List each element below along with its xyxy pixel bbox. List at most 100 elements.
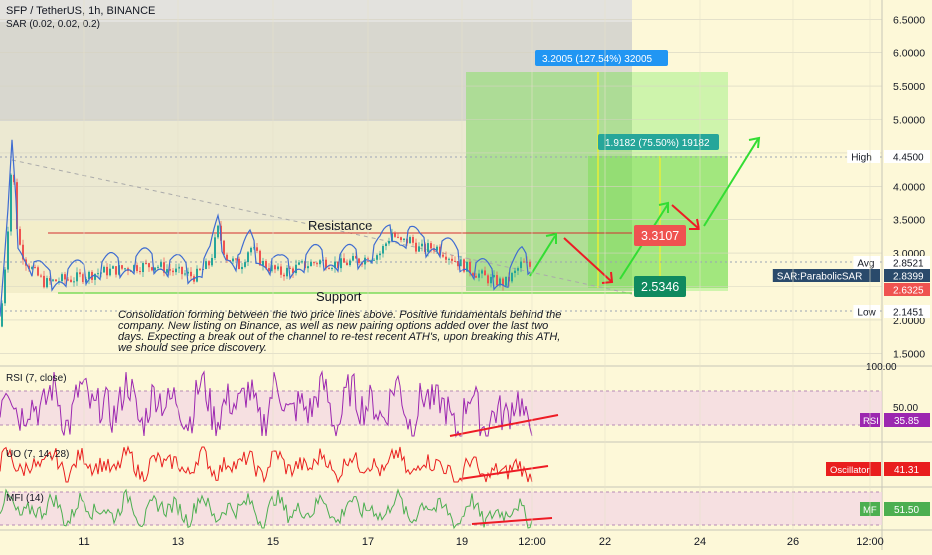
candle-body: [409, 237, 411, 244]
candle-body: [502, 278, 504, 286]
candle-body: [277, 266, 279, 270]
candle-body: [394, 233, 396, 237]
candle-body: [4, 269, 6, 304]
candle-body: [157, 266, 159, 268]
mfi-title: MFI (14): [6, 493, 44, 504]
candle-body: [325, 259, 327, 269]
candle-body: [421, 243, 423, 247]
candle-body: [235, 258, 237, 260]
candle-body: [31, 267, 33, 269]
candle-body: [475, 275, 477, 278]
candle-body: [55, 279, 57, 282]
candle-body: [382, 246, 384, 254]
candle-body: [49, 278, 51, 281]
candle-body: [511, 273, 513, 282]
price-label-sar: SAR:ParabolicSAR 2.8399: [772, 269, 930, 283]
candle-body: [64, 274, 66, 280]
candle-body: [463, 259, 465, 272]
candle-body: [208, 261, 210, 266]
mfi-value: 51.50: [894, 505, 919, 516]
candle-body: [166, 269, 168, 273]
candle-body: [244, 262, 246, 267]
candle-body: [199, 268, 201, 270]
candle-body: [52, 279, 54, 281]
candle-body: [379, 253, 381, 256]
candle-body: [400, 237, 402, 241]
time-axis[interactable]: 11 13 15 17 19 12:00 22 24 26 12:00: [78, 0, 884, 548]
trend-line: [11, 159, 633, 295]
price-label-low: Low 2.1451: [853, 305, 930, 319]
time-tick-label: 24: [694, 536, 706, 548]
time-tick-label: 26: [787, 536, 799, 548]
candle-body: [334, 261, 336, 269]
candle-body: [160, 262, 162, 267]
uo-trendline: [459, 465, 549, 480]
candle-body: [97, 273, 99, 275]
candle-body: [181, 266, 183, 275]
rsi-title: RSI (7, close): [6, 373, 67, 384]
time-tick-label: 11: [78, 536, 89, 548]
candle-body: [397, 236, 399, 238]
candle-body: [376, 255, 378, 260]
candle-body: [82, 274, 84, 283]
candle-body: [289, 267, 291, 269]
candle-body: [7, 231, 9, 270]
price-label-low-value: 2.1451: [893, 308, 924, 319]
note-line-3: days. Expecting a break out of the chann…: [118, 331, 560, 343]
target-1-badge: 3.2005 (127.54%) 32005: [535, 50, 668, 66]
time-tick-label: 12:00: [518, 536, 546, 548]
candle-body: [328, 268, 330, 270]
candle-body: [355, 256, 357, 259]
candle-body: [316, 263, 318, 265]
candle-body: [415, 242, 417, 252]
time-tick-label: 17: [362, 536, 374, 548]
candle-body: [349, 260, 351, 266]
candle-body: [205, 261, 207, 270]
candle-body: [112, 266, 114, 269]
candle-body: [190, 271, 192, 277]
price-tick-label: 6.5000: [893, 14, 925, 26]
uo-title: UO (7, 14, 28): [6, 449, 69, 460]
target-box-2: [588, 156, 728, 288]
candle-body: [442, 254, 444, 257]
candle-body: [79, 272, 81, 275]
candle-body: [292, 268, 294, 274]
candle-body: [145, 263, 147, 265]
time-tick-label: 13: [172, 536, 184, 548]
candle-body: [283, 274, 285, 277]
note-line-1: Consolidation forming between the two pr…: [118, 309, 561, 321]
candle-body: [10, 174, 12, 232]
candle-body: [169, 269, 171, 271]
price-label-high-text: High: [851, 153, 872, 164]
candle-body: [259, 250, 261, 266]
candle-body: [214, 237, 216, 258]
candle-body: [262, 260, 264, 266]
candle-body: [94, 273, 96, 280]
candle-body: [211, 257, 213, 266]
candle-body: [466, 261, 468, 272]
shade-band-1: [0, 0, 632, 22]
mfi-line: [0, 488, 533, 530]
candle-body: [361, 263, 363, 265]
note-line-4: we should see price discovery.: [118, 342, 267, 354]
rsi-tick-top: 100.00: [866, 362, 897, 373]
candle-body: [124, 268, 126, 270]
candle-body: [67, 279, 69, 281]
candle-body: [445, 256, 447, 260]
candle-body: [46, 278, 48, 288]
indicator-legend: SAR (0.02, 0.02, 0.2): [6, 19, 100, 30]
candle-body: [439, 246, 441, 255]
candle-body: [310, 262, 312, 267]
candle-body: [34, 267, 36, 269]
candle-body: [106, 266, 108, 276]
candle-body: [184, 273, 186, 275]
candle-body: [70, 279, 72, 283]
candle-body: [136, 265, 138, 272]
candle-body: [313, 262, 315, 264]
candle-body: [232, 258, 234, 262]
candle-body: [472, 273, 474, 276]
time-tick-label: 19: [456, 536, 468, 548]
candle-body: [76, 272, 78, 282]
